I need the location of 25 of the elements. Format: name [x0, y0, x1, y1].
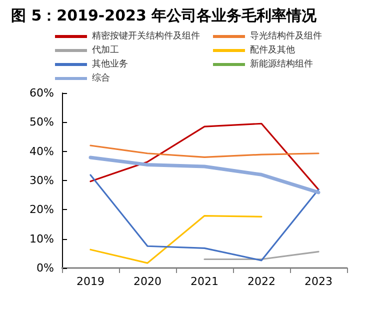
x-tick-label: 2020	[134, 275, 162, 288]
legend-label: 精密按键开关结构件及组件	[92, 30, 200, 42]
y-tick-label: 20%	[30, 203, 54, 216]
legend-label: 导光结构件及组件	[250, 30, 322, 42]
x-tick-label: 2019	[76, 275, 104, 288]
legend-label: 综合	[92, 72, 110, 84]
y-tick-label: 40%	[30, 144, 54, 158]
y-tick-label: 10%	[30, 232, 54, 246]
legend-label: 代加工	[91, 44, 119, 56]
line-series	[90, 144, 320, 158]
y-tick-label: 0%	[36, 262, 54, 274]
line-series	[90, 174, 320, 262]
line-series	[88, 156, 320, 194]
legend-label: 配件及其他	[250, 44, 295, 56]
y-tick-label: 60%	[30, 86, 54, 100]
chart-title: 图 5：2019-2023 年公司各业务毛利率情况	[11, 6, 318, 24]
legend-label: 其他业务	[92, 58, 128, 70]
line-series	[90, 214, 262, 264]
legend-label: 新能源结构组件	[250, 58, 313, 70]
y-tick-label: 50%	[30, 116, 54, 129]
line-series	[90, 122, 320, 190]
x-tick-label: 2022	[248, 275, 276, 288]
x-tick-label: 2023	[304, 275, 332, 288]
x-tick-label: 2021	[190, 275, 218, 288]
y-tick-label: 30%	[30, 174, 54, 187]
